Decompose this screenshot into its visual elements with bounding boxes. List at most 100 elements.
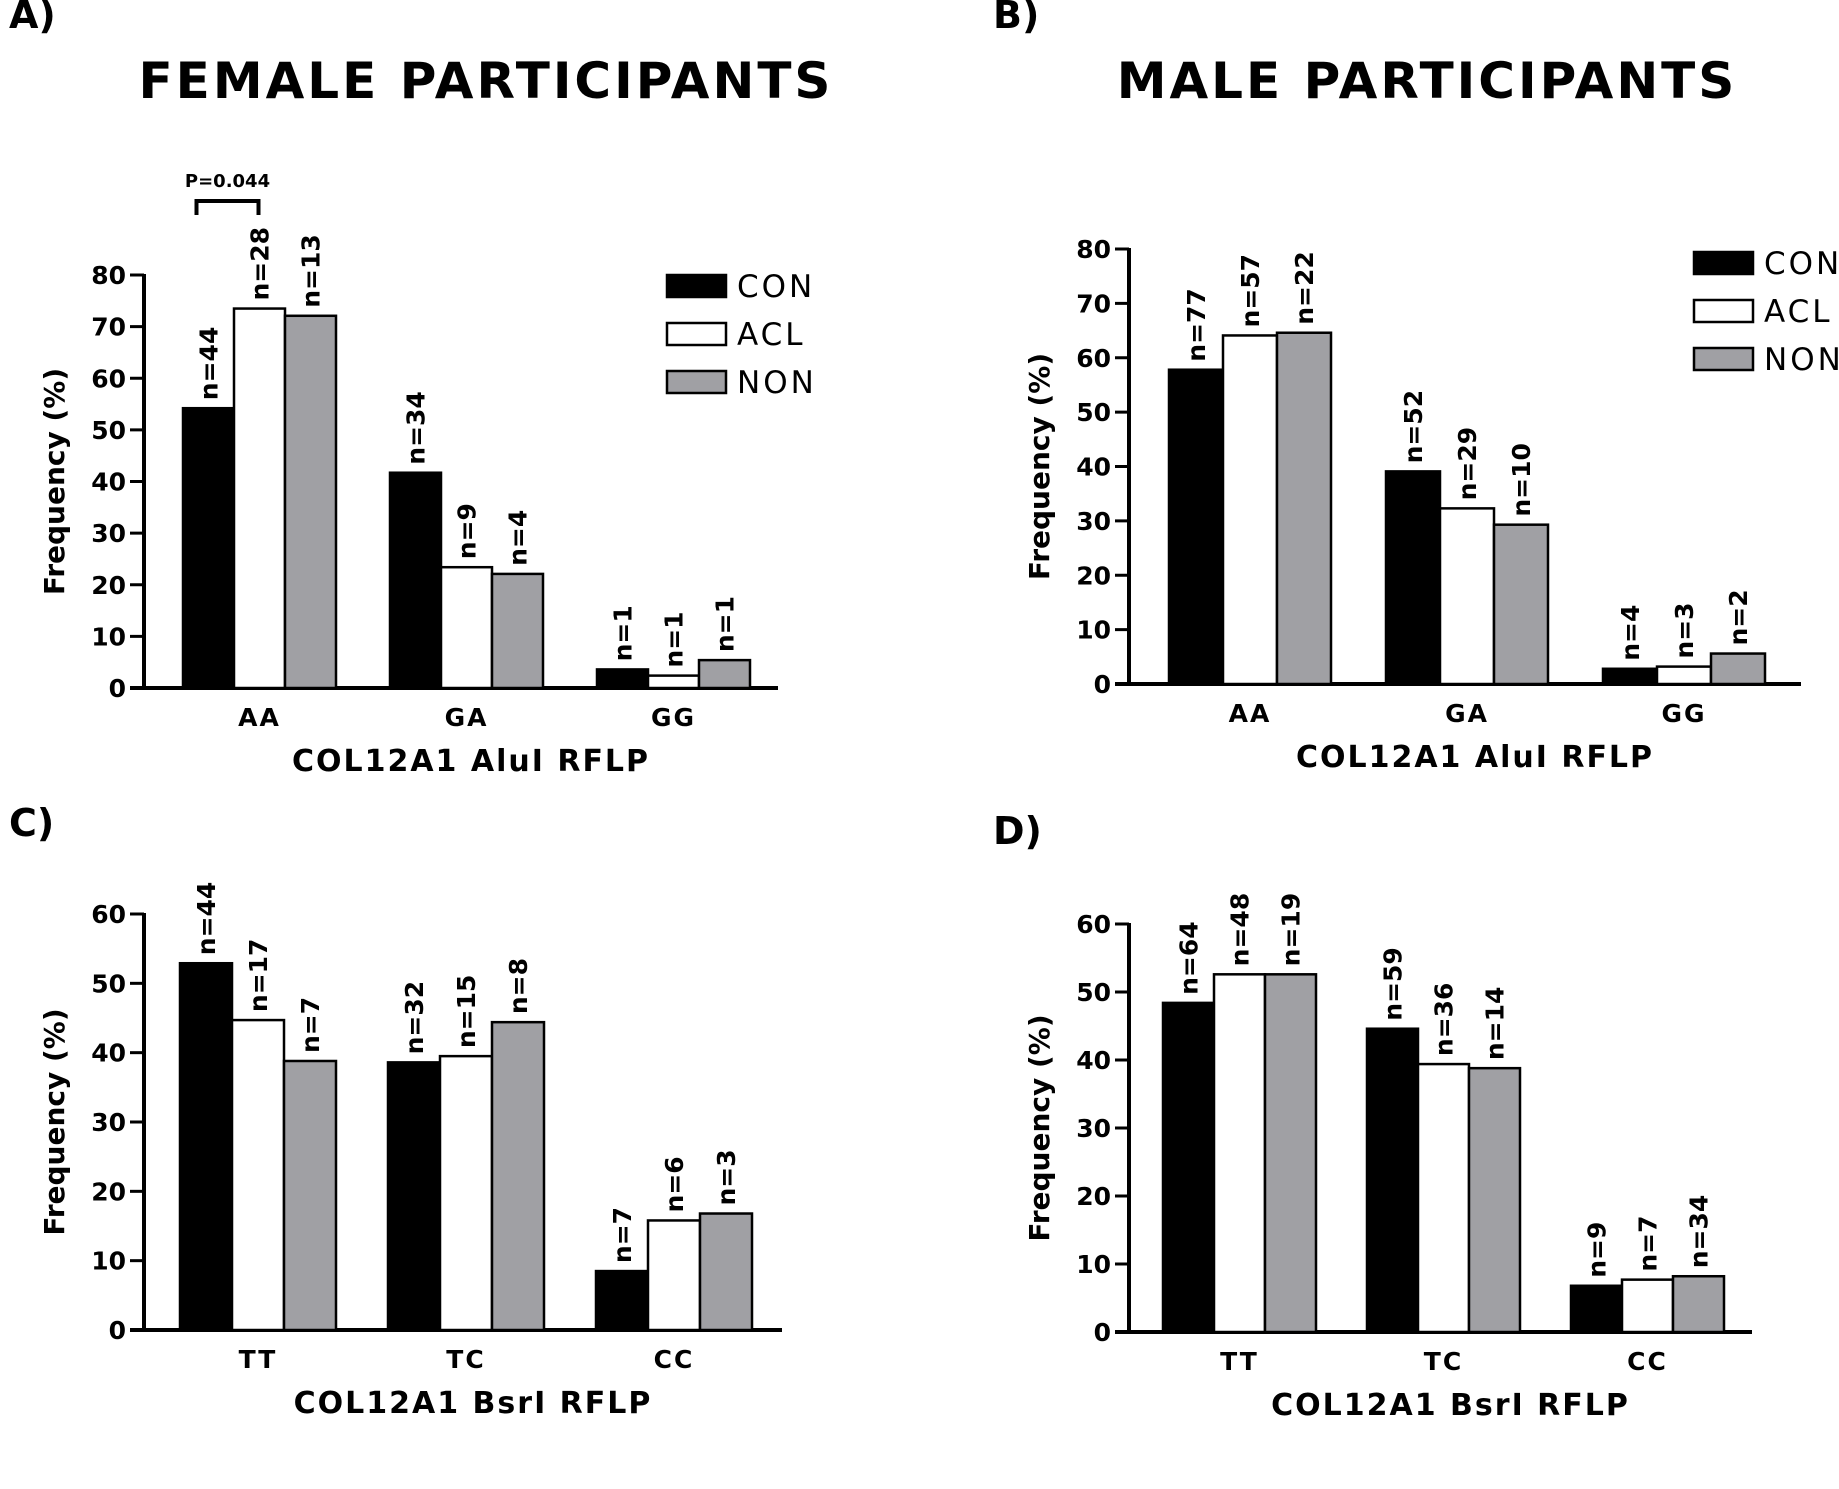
legend-swatch-acl xyxy=(1692,298,1755,324)
x-tick-label: TC xyxy=(1424,1347,1463,1376)
legend-swatch-con xyxy=(1692,250,1755,276)
bar-non-aa xyxy=(1275,331,1333,686)
bar-non-ga xyxy=(1492,523,1550,686)
x-tick-label: TC xyxy=(446,1345,485,1374)
panel-label-a: A) xyxy=(9,0,56,37)
x-tick-label: TT xyxy=(239,1345,278,1374)
data-label: n=52 xyxy=(1399,390,1428,464)
data-label: n=59 xyxy=(1379,947,1408,1021)
y-tick-label: 60 xyxy=(91,900,126,929)
bar-non-aa xyxy=(283,314,338,690)
y-tick-label: 50 xyxy=(91,416,126,445)
data-label: n=3 xyxy=(712,1149,741,1205)
data-label: n=28 xyxy=(246,227,275,301)
bar-acl-gg xyxy=(1655,665,1713,686)
data-label: n=15 xyxy=(452,975,481,1049)
y-tick-label: 30 xyxy=(91,519,126,548)
x-tick-label: CC xyxy=(1627,1347,1668,1376)
legend-label-non: NON xyxy=(1764,342,1839,378)
data-label: n=44 xyxy=(192,882,221,956)
bar-con-tt xyxy=(1161,1001,1216,1334)
y-axis-label: Frequency (%) xyxy=(1023,1014,1056,1241)
x-tick-label: CC xyxy=(654,1345,695,1374)
bar-non-tt xyxy=(1263,973,1318,1334)
bar-non-cc xyxy=(698,1212,754,1332)
bar-con-ga xyxy=(388,471,443,690)
data-label: n=8 xyxy=(504,958,533,1014)
x-axis-label: COL12A1 BsrI RFLP xyxy=(1271,1388,1630,1423)
y-tick-label: 50 xyxy=(1076,978,1111,1007)
bar-con-gg xyxy=(595,668,650,690)
bar-con-cc xyxy=(594,1269,650,1332)
data-label: n=1 xyxy=(660,611,689,667)
bar-acl-cc xyxy=(1620,1278,1675,1334)
x-axis-label: COL12A1 AluI RFLP xyxy=(292,744,650,779)
panel-label-d: D) xyxy=(993,809,1042,853)
significance-bracket xyxy=(194,199,261,215)
bar-non-tt xyxy=(282,1059,338,1332)
data-label: n=4 xyxy=(1616,605,1645,661)
y-tick-label: 20 xyxy=(1076,561,1111,590)
bar-con-tc xyxy=(1365,1027,1420,1334)
data-label: n=1 xyxy=(609,605,638,661)
bar-acl-tt xyxy=(230,1018,286,1332)
legend-swatch-non xyxy=(1692,346,1755,372)
title-male: MALE PARTICIPANTS xyxy=(1117,52,1738,110)
legend-swatch-acl xyxy=(665,321,728,347)
y-tick-label: 60 xyxy=(91,364,126,393)
data-label: n=7 xyxy=(296,997,325,1053)
data-label: n=4 xyxy=(504,510,533,566)
data-label: n=44 xyxy=(195,327,224,401)
y-tick-label: 40 xyxy=(1076,1046,1111,1075)
bar-con-ga xyxy=(1384,470,1442,686)
data-label: n=9 xyxy=(1583,1222,1612,1278)
data-label: n=6 xyxy=(660,1156,689,1212)
y-tick-label: 10 xyxy=(91,1247,126,1276)
data-label: n=1 xyxy=(711,596,740,652)
data-label: n=32 xyxy=(400,981,429,1055)
y-tick-label: 50 xyxy=(1076,398,1111,427)
data-label: n=9 xyxy=(453,503,482,559)
y-tick-label: 60 xyxy=(1076,344,1111,373)
bar-non-tc xyxy=(490,1020,546,1332)
y-tick-label: 70 xyxy=(91,313,126,342)
y-tick-label: 30 xyxy=(91,1108,126,1137)
x-tick-label: AA xyxy=(238,703,281,732)
y-tick-label: 70 xyxy=(1076,289,1111,318)
bar-acl-aa xyxy=(1221,334,1279,686)
data-label: n=36 xyxy=(1430,983,1459,1057)
legend-label-non: NON xyxy=(737,365,817,401)
y-tick-label: 40 xyxy=(91,1039,126,1068)
bar-acl-gg xyxy=(646,674,701,690)
data-label: n=7 xyxy=(608,1207,637,1263)
bar-con-tc xyxy=(386,1061,442,1332)
data-label: n=48 xyxy=(1226,893,1255,967)
y-tick-label: 0 xyxy=(109,674,126,703)
chart-panel-4: 0 10 20 30 40 50 60 Frequency (%) n=64 n=48 n=19 TT… xyxy=(1023,893,1752,1423)
data-label: n=77 xyxy=(1182,288,1211,362)
chart-panel-3: 0 10 20 30 40 50 60 Frequency (%) n=44 n=17 n=7 TT n… xyxy=(38,882,782,1421)
chart-panel-1: 0 10 20 30 40 50 60 70 80 Frequency (%) n=44 n=28 n=… xyxy=(38,171,817,779)
bar-acl-tt xyxy=(1212,973,1267,1334)
chart-panel-2: 0 10 20 30 40 50 60 70 80 Frequency (%) n=77 n=57 n=… xyxy=(1023,235,1839,775)
legend-swatch-non xyxy=(665,369,728,395)
y-tick-label: 20 xyxy=(91,1177,126,1206)
data-label: n=10 xyxy=(1507,443,1536,517)
data-label: n=3 xyxy=(1670,602,1699,658)
significance-label: P=0.044 xyxy=(185,171,270,192)
bar-acl-ga xyxy=(1438,507,1496,686)
x-tick-label: GA xyxy=(445,703,489,732)
legend-swatch-con xyxy=(665,273,728,299)
y-tick-label: 0 xyxy=(109,1316,126,1345)
data-label: n=13 xyxy=(297,234,326,308)
data-label: n=14 xyxy=(1481,987,1510,1061)
bar-con-aa xyxy=(1167,368,1225,686)
bar-acl-ga xyxy=(439,565,494,690)
x-axis-label: COL12A1 BsrI RFLP xyxy=(294,1386,653,1421)
data-label: n=2 xyxy=(1724,589,1753,645)
y-tick-label: 20 xyxy=(91,571,126,600)
data-label: n=7 xyxy=(1634,1215,1663,1271)
bar-non-gg xyxy=(1709,652,1767,686)
bar-con-aa xyxy=(181,406,236,690)
